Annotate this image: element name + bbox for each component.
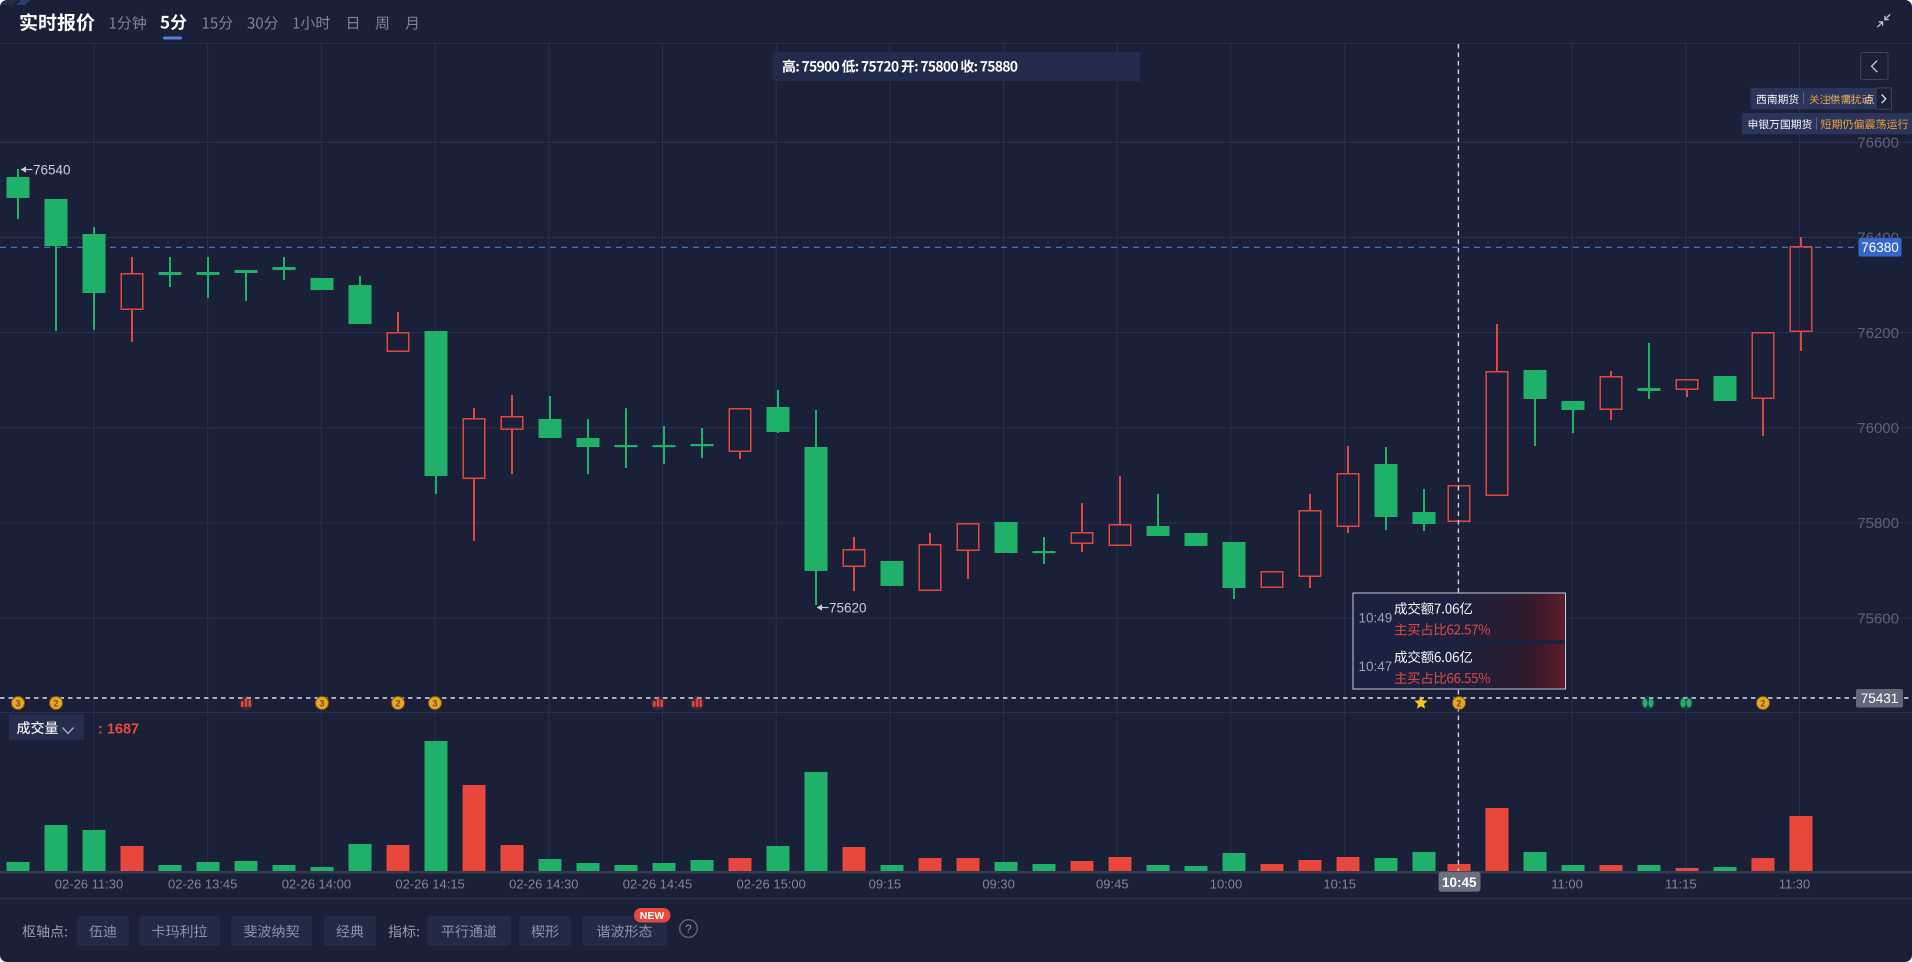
svg-text:76540: 76540 [33, 163, 71, 178]
svg-text:3: 3 [319, 699, 324, 709]
svg-text:09:45: 09:45 [1096, 877, 1129, 892]
svg-text:10:45: 10:45 [1442, 875, 1477, 890]
svg-text:: 1687: : 1687 [98, 722, 139, 738]
svg-text:3: 3 [15, 699, 20, 709]
svg-text:2: 2 [1760, 699, 1765, 709]
svg-text:02-26 14:30: 02-26 14:30 [509, 877, 578, 892]
svg-text:2: 2 [53, 699, 58, 709]
svg-text:09:15: 09:15 [869, 877, 902, 892]
svg-text:76380: 76380 [1861, 240, 1899, 255]
svg-text:02-26 14:45: 02-26 14:45 [623, 877, 692, 892]
svg-text:02-26 11:30: 02-26 11:30 [55, 877, 123, 892]
svg-text:3: 3 [432, 699, 437, 709]
svg-text:?: ? [685, 924, 691, 936]
svg-text:10:47: 10:47 [1359, 659, 1393, 674]
svg-text:2: 2 [395, 699, 400, 709]
svg-text:2: 2 [1456, 699, 1461, 709]
svg-text:10:49: 10:49 [1359, 611, 1393, 626]
svg-text:10:15: 10:15 [1323, 877, 1356, 892]
svg-text:11:30: 11:30 [1779, 877, 1811, 892]
svg-text:NEW: NEW [640, 910, 665, 922]
svg-text:76000: 76000 [1857, 420, 1899, 437]
svg-text:76600: 76600 [1857, 135, 1899, 152]
svg-text:11:00: 11:00 [1551, 877, 1583, 892]
svg-text:02-26 13:45: 02-26 13:45 [168, 877, 237, 892]
svg-text:02-26 14:00: 02-26 14:00 [282, 877, 351, 892]
svg-text:10:00: 10:00 [1210, 877, 1243, 892]
svg-text:76200: 76200 [1857, 325, 1899, 342]
svg-text:09:30: 09:30 [982, 877, 1015, 892]
svg-text:75800: 75800 [1857, 515, 1899, 532]
svg-text:75600: 75600 [1857, 610, 1899, 627]
svg-text:75431: 75431 [1861, 691, 1899, 706]
svg-text:11:15: 11:15 [1665, 877, 1697, 892]
svg-text:75620: 75620 [829, 601, 867, 616]
svg-text:02-26 15:00: 02-26 15:00 [736, 877, 805, 892]
svg-text:02-26 14:15: 02-26 14:15 [395, 877, 464, 892]
